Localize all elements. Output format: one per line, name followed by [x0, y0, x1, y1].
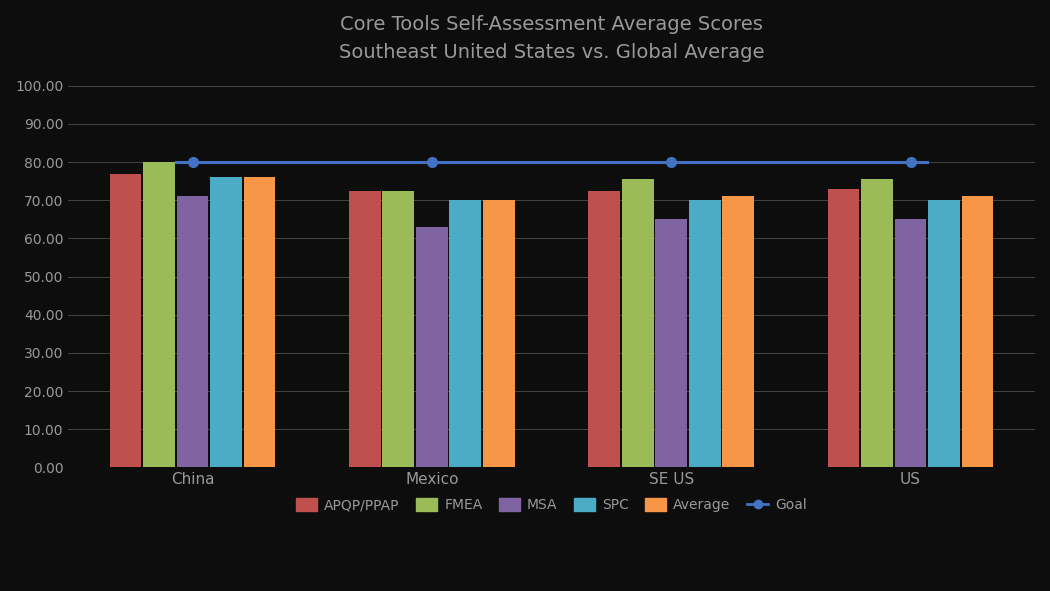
Bar [109, 174, 142, 467]
Bar [143, 162, 175, 467]
Bar [861, 179, 892, 467]
Bar [449, 200, 481, 467]
Bar [588, 191, 621, 467]
Legend: APQP/PPAP, FMEA, MSA, SPC, Average, Goal: APQP/PPAP, FMEA, MSA, SPC, Average, Goal [291, 492, 812, 518]
Bar [349, 191, 381, 467]
Bar [722, 196, 754, 467]
Bar [928, 200, 960, 467]
Bar [895, 219, 926, 467]
Bar [827, 189, 860, 467]
Title: Core Tools Self-Assessment Average Scores
Southeast United States vs. Global Ave: Core Tools Self-Assessment Average Score… [339, 15, 764, 62]
Bar [416, 227, 447, 467]
Bar [176, 196, 209, 467]
Bar [962, 196, 993, 467]
Bar [210, 177, 242, 467]
Bar [483, 200, 514, 467]
Bar [382, 191, 415, 467]
Bar [622, 179, 654, 467]
Bar [244, 177, 275, 467]
Bar [689, 200, 720, 467]
Bar [655, 219, 687, 467]
